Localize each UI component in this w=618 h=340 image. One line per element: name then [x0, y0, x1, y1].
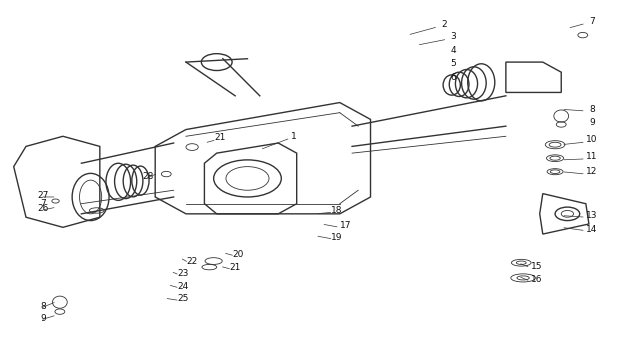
Text: 22: 22	[187, 257, 198, 266]
Text: 16: 16	[531, 275, 543, 284]
Text: 28: 28	[142, 172, 153, 181]
Text: 8: 8	[40, 302, 46, 311]
Text: 26: 26	[38, 204, 49, 213]
Text: 21: 21	[214, 134, 226, 142]
Text: 9: 9	[40, 314, 46, 323]
Text: 1: 1	[290, 132, 297, 141]
Text: 21: 21	[229, 263, 241, 272]
Text: 3: 3	[451, 32, 457, 41]
Text: 13: 13	[586, 211, 598, 220]
Text: 7: 7	[589, 17, 595, 26]
Text: 23: 23	[177, 269, 188, 278]
Text: 6: 6	[451, 73, 457, 82]
Text: 15: 15	[531, 261, 543, 271]
Text: 5: 5	[451, 59, 457, 68]
Text: 17: 17	[340, 221, 352, 230]
Text: 27: 27	[38, 191, 49, 200]
Text: 7: 7	[40, 199, 46, 208]
Text: 25: 25	[177, 294, 188, 303]
Text: 9: 9	[589, 118, 595, 127]
Text: 4: 4	[451, 46, 456, 55]
Text: 19: 19	[331, 233, 342, 242]
Text: 10: 10	[586, 135, 598, 144]
Text: 14: 14	[586, 224, 598, 234]
Text: 8: 8	[589, 105, 595, 114]
Text: 11: 11	[586, 152, 598, 161]
Text: 2: 2	[441, 20, 447, 30]
Text: 24: 24	[177, 282, 188, 291]
Text: 18: 18	[331, 206, 342, 215]
Text: 12: 12	[586, 167, 598, 176]
Text: 20: 20	[232, 250, 244, 259]
